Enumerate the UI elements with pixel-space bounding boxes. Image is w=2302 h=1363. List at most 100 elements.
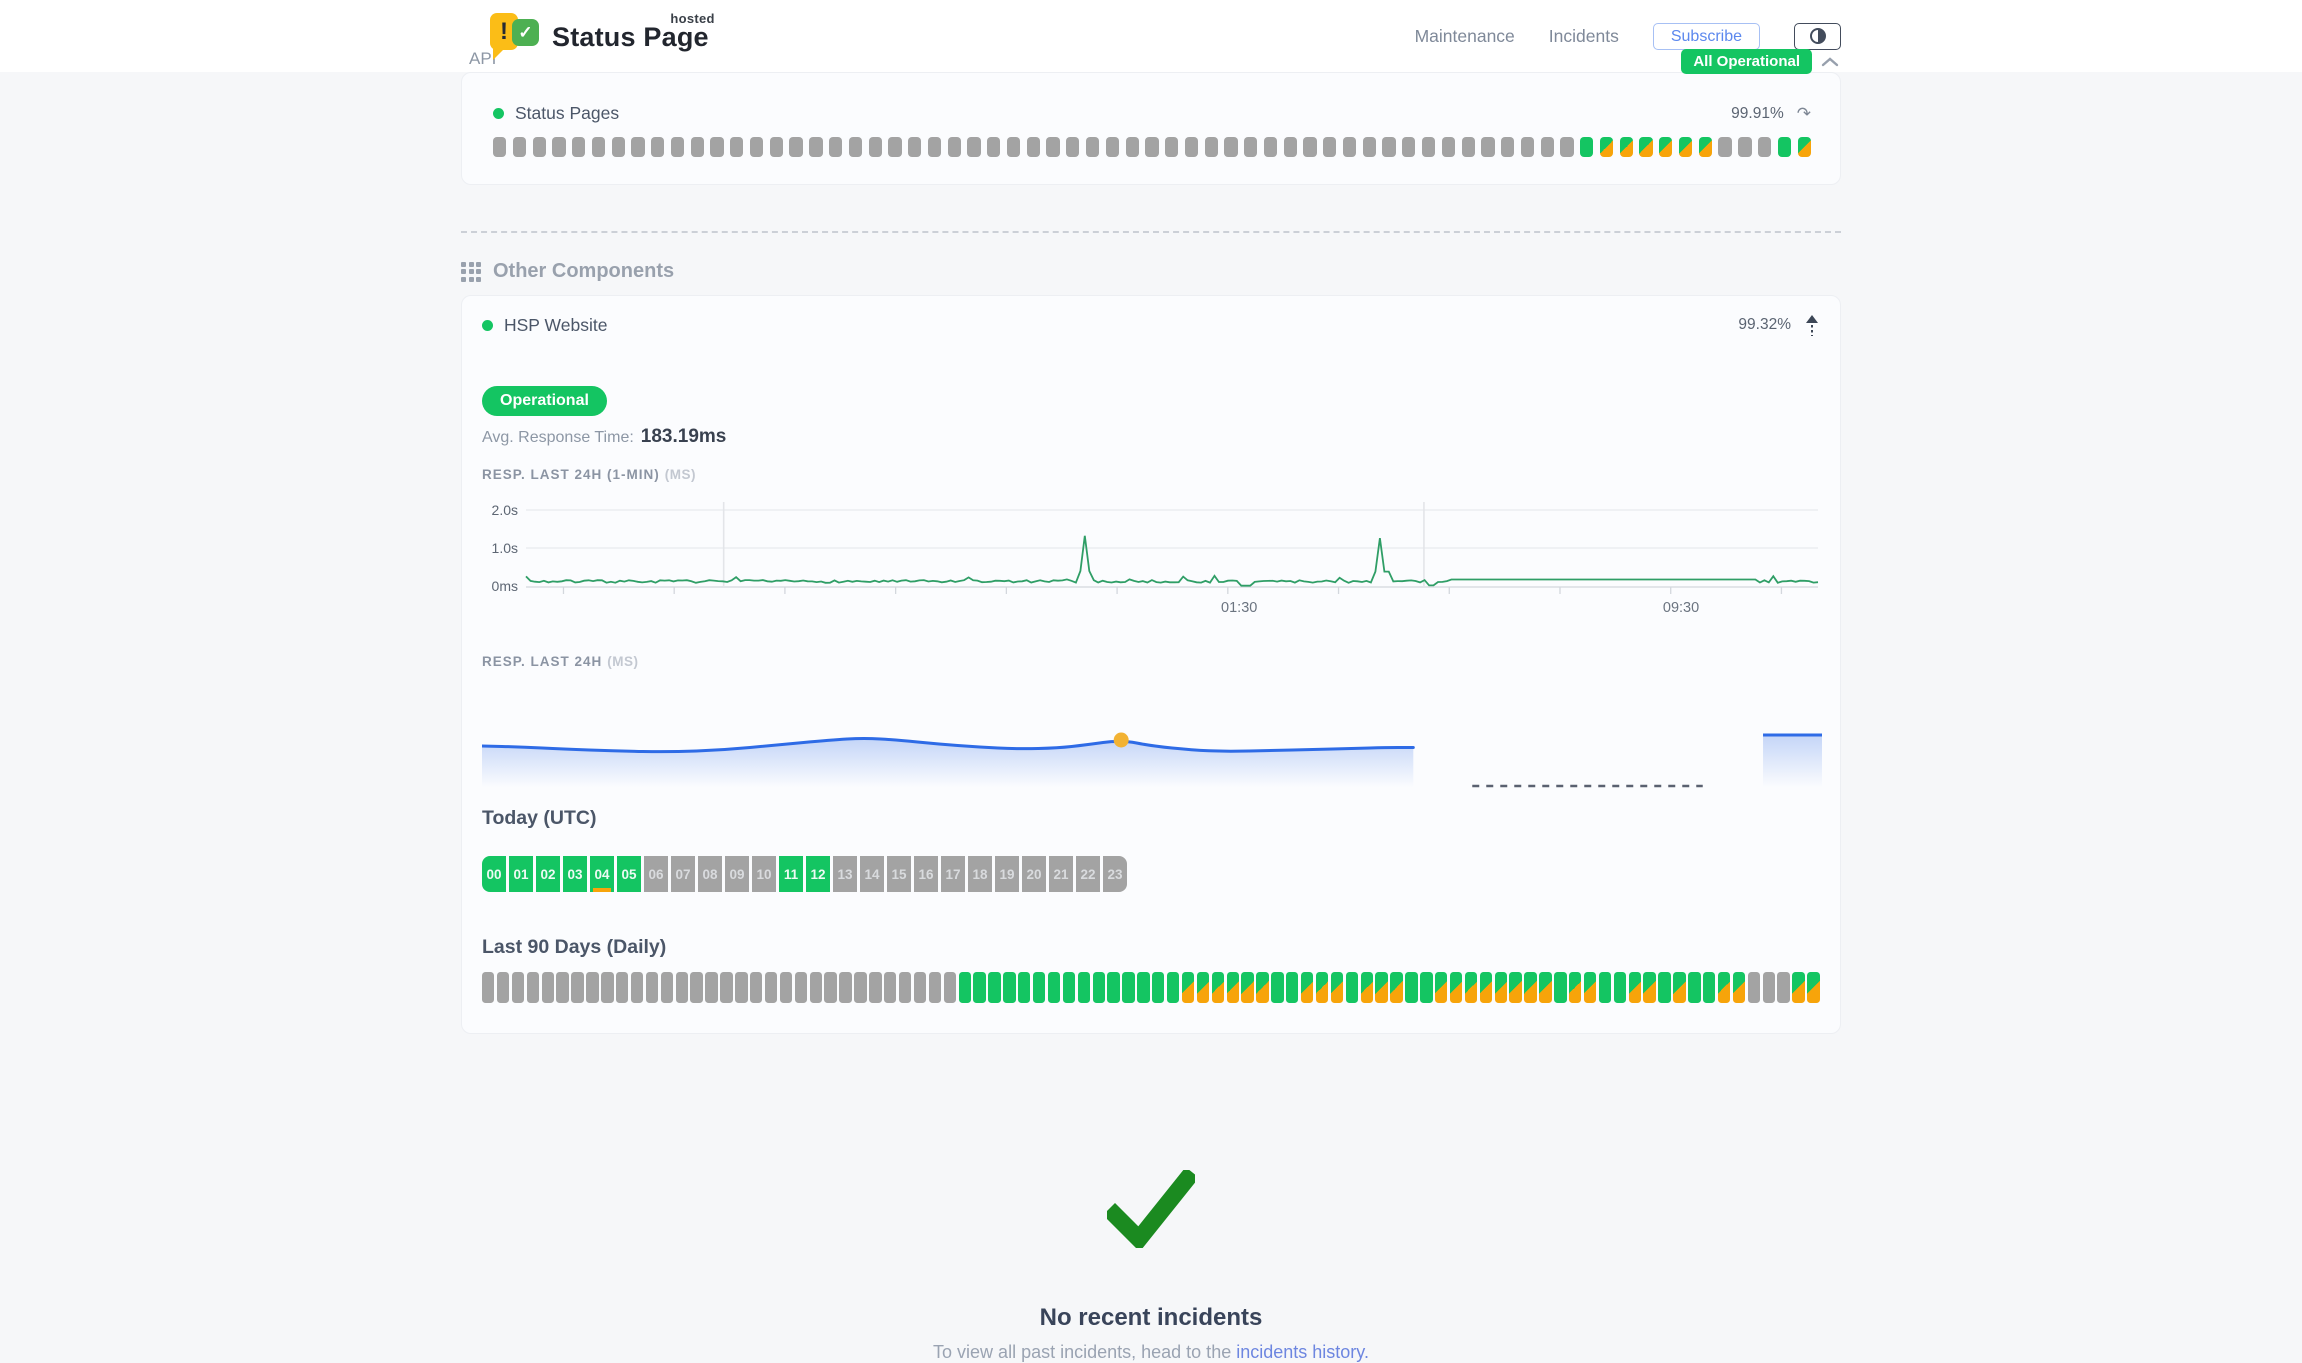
subscribe-button[interactable]: Subscribe bbox=[1652, 22, 1760, 50]
hour-cell-01[interactable]: 01 bbox=[509, 856, 533, 892]
uptime-bar[interactable] bbox=[868, 137, 882, 157]
uptime-bar[interactable] bbox=[1639, 137, 1653, 157]
uptime-bar[interactable] bbox=[1362, 137, 1376, 157]
uptime-bar[interactable] bbox=[1569, 972, 1582, 1003]
uptime-bar[interactable] bbox=[839, 972, 852, 1003]
uptime-bar[interactable] bbox=[1678, 137, 1693, 157]
brand-logo[interactable]: ! ✓ hosted Status Page bbox=[490, 10, 714, 62]
uptime-bar[interactable] bbox=[1792, 972, 1805, 1003]
uptime-bar[interactable] bbox=[750, 972, 763, 1003]
uptime-bar[interactable] bbox=[591, 137, 606, 157]
uptime-bar[interactable] bbox=[1717, 972, 1731, 1003]
uptime-bar[interactable] bbox=[888, 137, 902, 157]
uptime-bar[interactable] bbox=[1271, 972, 1284, 1003]
uptime-bar[interactable] bbox=[988, 972, 1001, 1003]
uptime-bar[interactable] bbox=[1032, 972, 1046, 1003]
uptime-bar[interactable] bbox=[601, 972, 614, 1003]
uptime-bar[interactable] bbox=[1062, 972, 1076, 1003]
hour-cell-11[interactable]: 11 bbox=[779, 856, 803, 892]
uptime-bar[interactable] bbox=[1703, 972, 1716, 1003]
uptime-bar[interactable] bbox=[884, 972, 897, 1003]
hour-cell-17[interactable]: 17 bbox=[941, 856, 965, 892]
uptime-bar[interactable] bbox=[1732, 972, 1746, 1003]
uptime-bar[interactable] bbox=[1107, 972, 1120, 1003]
uptime-bar[interactable] bbox=[789, 137, 803, 157]
uptime-bar[interactable] bbox=[1323, 137, 1337, 157]
uptime-bar[interactable] bbox=[1613, 972, 1627, 1003]
hour-cell-13[interactable]: 13 bbox=[833, 856, 857, 892]
uptime-bar[interactable] bbox=[1006, 137, 1021, 157]
hour-cell-09[interactable]: 09 bbox=[725, 856, 749, 892]
uptime-bar[interactable] bbox=[1066, 137, 1080, 157]
uptime-bar[interactable] bbox=[1283, 137, 1297, 157]
uptime-bar[interactable] bbox=[651, 137, 665, 157]
uptime-bar[interactable] bbox=[1390, 972, 1403, 1003]
uptime-bar[interactable] bbox=[947, 137, 961, 157]
uptime-bar[interactable] bbox=[1598, 972, 1612, 1003]
uptime-bar[interactable] bbox=[769, 137, 783, 157]
hour-cell-23[interactable]: 23 bbox=[1103, 856, 1127, 892]
uptime-bar[interactable] bbox=[1628, 972, 1641, 1003]
uptime-bar[interactable] bbox=[1145, 137, 1159, 157]
uptime-bar[interactable] bbox=[1241, 972, 1254, 1003]
hour-cell-18[interactable]: 18 bbox=[968, 856, 992, 892]
hour-cell-19[interactable]: 19 bbox=[995, 856, 1019, 892]
hour-cell-05[interactable]: 05 bbox=[617, 856, 641, 892]
uptime-bar[interactable] bbox=[1560, 137, 1574, 157]
uptime-bar[interactable] bbox=[1619, 137, 1633, 157]
uptime-bar[interactable] bbox=[645, 972, 659, 1003]
hour-cell-20[interactable]: 20 bbox=[1022, 856, 1046, 892]
uptime-bar[interactable] bbox=[749, 137, 764, 157]
uptime-bar[interactable] bbox=[630, 972, 644, 1003]
uptime-bar[interactable] bbox=[1481, 137, 1495, 157]
uptime-bar[interactable] bbox=[1797, 137, 1811, 157]
uptime-bar[interactable] bbox=[943, 972, 956, 1003]
uptime-bar[interactable] bbox=[987, 137, 1001, 157]
uptime-bar[interactable] bbox=[1244, 137, 1258, 157]
hour-cell-04[interactable]: 04 bbox=[590, 856, 614, 892]
uptime-bar[interactable] bbox=[1540, 137, 1554, 157]
nav-maintenance[interactable]: Maintenance bbox=[1414, 25, 1515, 46]
uptime-bar[interactable] bbox=[1747, 972, 1761, 1003]
uptime-bar[interactable] bbox=[1330, 972, 1344, 1003]
uptime-bar[interactable] bbox=[1046, 137, 1060, 157]
uptime-bar[interactable] bbox=[1494, 972, 1507, 1003]
uptime-bar[interactable] bbox=[829, 137, 843, 157]
uptime-bar[interactable] bbox=[1539, 972, 1552, 1003]
uptime-bar[interactable] bbox=[908, 137, 922, 157]
uptime-bar[interactable] bbox=[913, 972, 927, 1003]
uptime-bar[interactable] bbox=[1184, 137, 1199, 157]
hour-cell-08[interactable]: 08 bbox=[698, 856, 722, 892]
uptime-bar[interactable] bbox=[1405, 972, 1418, 1003]
uptime-bar[interactable] bbox=[690, 972, 703, 1003]
uptime-bar[interactable] bbox=[1315, 972, 1329, 1003]
uptime-bar[interactable] bbox=[809, 972, 822, 1003]
incidents-history-link[interactable]: incidents history. bbox=[1236, 1342, 1369, 1362]
uptime-bar[interactable] bbox=[1165, 137, 1179, 157]
uptime-bar[interactable] bbox=[1479, 972, 1493, 1003]
uptime-bar[interactable] bbox=[1303, 137, 1317, 157]
uptime-bar[interactable] bbox=[572, 137, 586, 157]
uptime-bar[interactable] bbox=[1718, 137, 1732, 157]
uptime-bar[interactable] bbox=[1003, 972, 1016, 1003]
collapse-arrow-icon[interactable] bbox=[1804, 313, 1820, 337]
uptime-bar[interactable] bbox=[690, 137, 704, 157]
uptime-bar[interactable] bbox=[1599, 137, 1614, 157]
uptime-bar[interactable] bbox=[532, 137, 546, 157]
uptime-bar[interactable] bbox=[1461, 137, 1475, 157]
uptime-bar[interactable] bbox=[482, 972, 495, 1003]
uptime-bar[interactable] bbox=[675, 972, 688, 1003]
uptime-bar[interactable] bbox=[541, 972, 554, 1003]
uptime-bar[interactable] bbox=[1524, 972, 1537, 1003]
uptime-bar[interactable] bbox=[1342, 137, 1357, 157]
theme-toggle-button[interactable] bbox=[1794, 22, 1841, 50]
uptime-bar[interactable] bbox=[1360, 972, 1373, 1003]
hour-cell-07[interactable]: 07 bbox=[671, 856, 695, 892]
uptime-bar[interactable] bbox=[1122, 972, 1135, 1003]
uptime-bar[interactable] bbox=[1807, 972, 1820, 1003]
hour-cell-03[interactable]: 03 bbox=[563, 856, 587, 892]
hour-cell-10[interactable]: 10 bbox=[752, 856, 776, 892]
uptime-bar[interactable] bbox=[1196, 972, 1210, 1003]
nav-incidents[interactable]: Incidents bbox=[1548, 25, 1619, 46]
uptime-bar[interactable] bbox=[552, 137, 566, 157]
